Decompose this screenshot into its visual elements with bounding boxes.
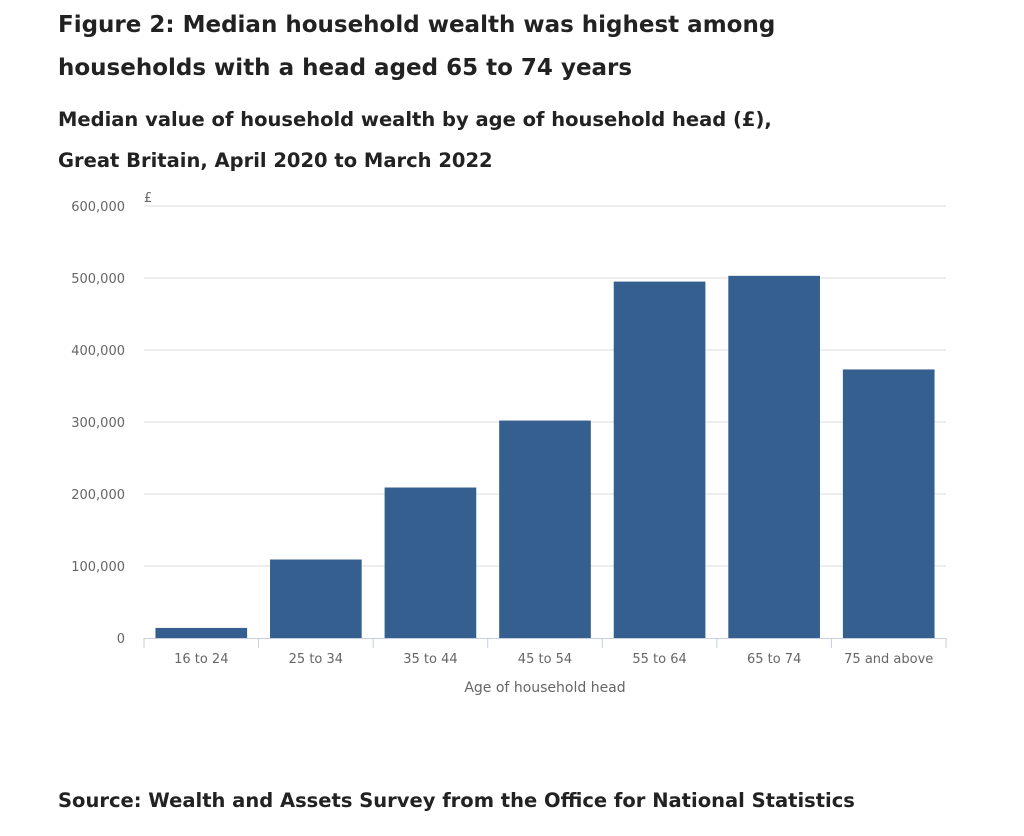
figure-title: Figure 2: Median household wealth was hi… <box>58 12 776 81</box>
bar <box>728 275 820 638</box>
x-tick-label: 25 to 34 <box>289 652 343 667</box>
figure-subtitle: Median value of household wealth by age … <box>58 108 772 172</box>
x-tick-label: 55 to 64 <box>632 652 686 667</box>
bar <box>842 369 935 638</box>
bar <box>270 559 362 638</box>
y-tick-label: 0 <box>117 632 125 647</box>
axes <box>143 638 947 648</box>
source-note: Source: Wealth and Assets Survey from th… <box>58 789 855 812</box>
bar <box>499 420 591 638</box>
bars <box>155 275 935 638</box>
x-tick-label: 65 to 74 <box>747 652 801 667</box>
x-tick-label: 75 and above <box>844 652 933 667</box>
x-tick-label: 16 to 24 <box>174 652 228 667</box>
y-tick-label: 200,000 <box>71 488 125 503</box>
bar <box>384 487 477 638</box>
x-axis-title: Age of household head <box>464 680 625 696</box>
bar <box>613 281 706 638</box>
y-tick-label: 500,000 <box>71 272 125 287</box>
axis-labels: 0 100,000 200,000 300,000 400,000 500,000 600,… <box>71 191 933 696</box>
y-tick-label: 400,000 <box>71 344 125 359</box>
x-tick-label: 45 to 54 <box>518 652 572 667</box>
y-tick-label: 100,000 <box>71 560 125 575</box>
y-tick-label: 600,000 <box>71 200 125 215</box>
bar <box>155 627 248 638</box>
y-axis-unit-label: £ <box>144 191 152 206</box>
y-tick-label: 300,000 <box>71 416 125 431</box>
bar-chart: 0 100,000 200,000 300,000 400,000 500,000 600,… <box>71 191 947 696</box>
x-tick-label: 35 to 44 <box>403 652 457 667</box>
